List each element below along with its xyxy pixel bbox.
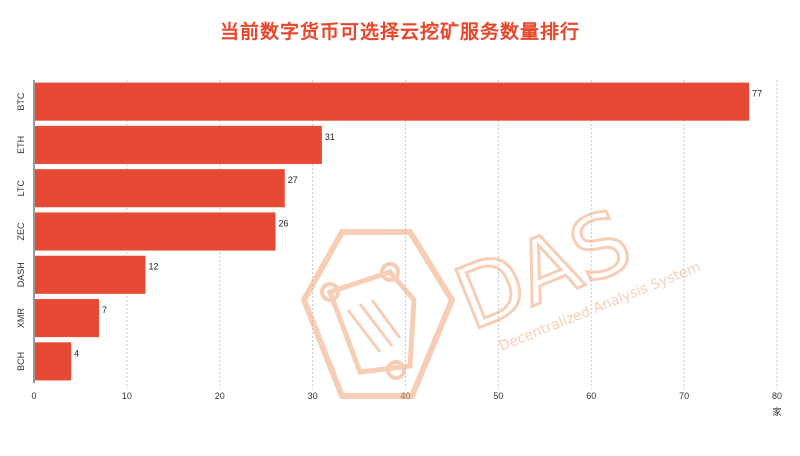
watermark-logo-dot bbox=[320, 282, 340, 302]
x-tick-label: 20 bbox=[215, 391, 225, 401]
watermark-logo-hexagon bbox=[300, 229, 456, 399]
watermark-logo-dot bbox=[380, 262, 400, 282]
bar-dash bbox=[35, 255, 146, 294]
bar-zec bbox=[35, 212, 276, 251]
x-unit-label: 家 bbox=[772, 406, 781, 418]
x-tick-label: 10 bbox=[122, 391, 132, 401]
data-label-dash: 12 bbox=[148, 262, 158, 272]
bars bbox=[35, 82, 750, 381]
data-label-ltc: 27 bbox=[288, 175, 298, 185]
x-tick-label: 50 bbox=[493, 391, 503, 401]
labels: 0 10 20 30 40 50 60 70 8077BTC31ETH27LTC26ZEC12D… bbox=[16, 89, 782, 418]
bar-ltc bbox=[35, 169, 285, 208]
category-label-ltc: LTC bbox=[16, 180, 26, 197]
watermark-logo-dot bbox=[386, 360, 406, 380]
data-label-bch: 4 bbox=[74, 348, 79, 358]
das-watermark: DAS Decentralized Analysis System bbox=[300, 189, 703, 399]
data-label-xmr: 7 bbox=[102, 305, 107, 315]
x-tick-label: 60 bbox=[586, 391, 596, 401]
x-tick-label: 70 bbox=[679, 391, 689, 401]
watermark-logo-inner bbox=[326, 269, 417, 375]
category-label-xmr: XMR bbox=[16, 308, 26, 329]
category-label-eth: ETH bbox=[16, 136, 26, 154]
data-label-btc: 77 bbox=[752, 89, 762, 99]
grid-lines bbox=[126, 80, 778, 389]
watermark-logo-hatch bbox=[370, 299, 402, 339]
bar-eth bbox=[35, 125, 322, 164]
bar-xmr bbox=[35, 299, 100, 338]
bar-btc bbox=[35, 82, 750, 121]
category-label-dash: DASH bbox=[16, 262, 26, 287]
category-label-btc: BTC bbox=[16, 92, 26, 111]
x-tick-label: 30 bbox=[308, 391, 318, 401]
data-label-eth: 31 bbox=[325, 132, 335, 142]
watermark-logo-hatch bbox=[346, 309, 382, 353]
x-tick-label: 80 bbox=[772, 391, 782, 401]
data-label-zec: 26 bbox=[278, 218, 288, 228]
bar-bch bbox=[35, 342, 72, 381]
category-label-bch: BCH bbox=[16, 352, 26, 371]
category-label-zec: ZEC bbox=[16, 222, 26, 241]
chart-title: 当前数字货币可选择云挖矿服务数量排行 bbox=[219, 21, 580, 43]
watermark-logo-hatch bbox=[358, 303, 394, 347]
x-tick-label: 0 bbox=[31, 391, 36, 401]
